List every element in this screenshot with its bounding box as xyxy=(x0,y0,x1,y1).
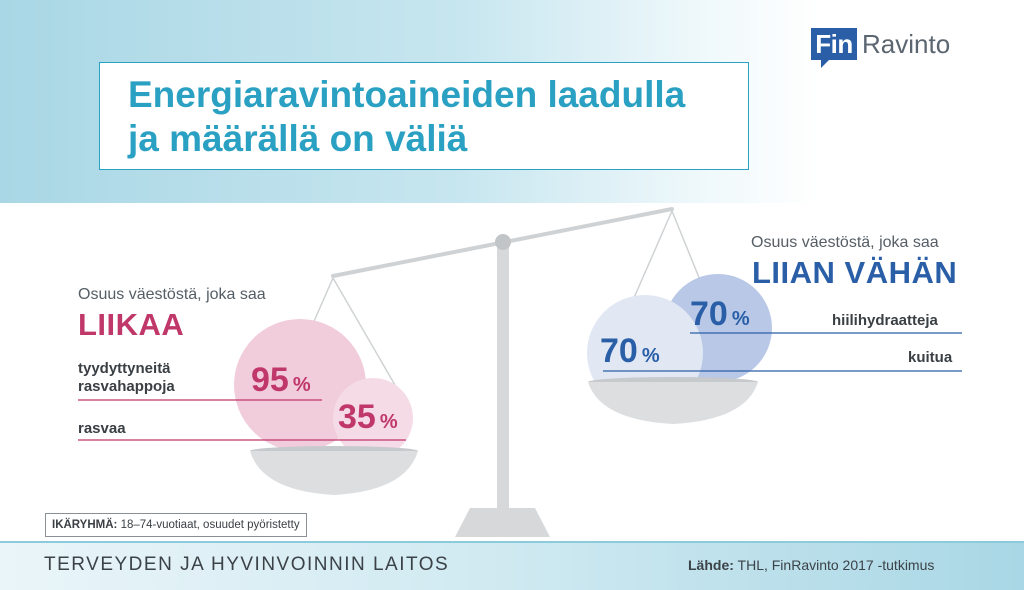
logo-fin-block: Fin xyxy=(811,28,857,60)
scale-pivot xyxy=(495,234,511,250)
right-item-2-number: 70 xyxy=(600,332,638,370)
title-line-1: Energiaravintoaineiden laadulla xyxy=(128,74,686,115)
right-string xyxy=(632,210,673,301)
left-item-1-number: 95 xyxy=(251,361,289,399)
left-item-1-value: 95% xyxy=(251,361,311,400)
right-item-1-unit: % xyxy=(731,308,750,330)
right-item-1-value: 70% xyxy=(690,295,750,334)
organization-name: TERVEYDEN JA HYVINVOINNIN LAITOS xyxy=(44,554,450,575)
right-string xyxy=(671,210,701,281)
logo-ravinto-text: Ravinto xyxy=(862,29,951,59)
right-item-1-number: 70 xyxy=(690,295,728,333)
left-circle-small xyxy=(333,378,413,458)
page-title: Energiaravintoaineiden laadulla ja määrä… xyxy=(128,73,685,161)
left-item-2-number: 35 xyxy=(338,398,376,436)
right-item-2-unit: % xyxy=(641,345,660,367)
logo-speech-tail xyxy=(821,58,831,68)
left-item-1-unit: % xyxy=(292,374,311,396)
scale-base xyxy=(455,508,550,537)
right-item-2-value: 70% xyxy=(600,332,660,371)
left-item-1-label-line1: tyydyttyneitä xyxy=(78,360,171,377)
source-note: Lähde: THL, FinRavinto 2017 -tutkimus xyxy=(688,557,934,573)
right-item-2-label: kuitua xyxy=(908,349,953,366)
scale-illustration xyxy=(78,207,962,537)
title-line-2: ja määrällä on väliä xyxy=(128,118,468,159)
left-string xyxy=(332,277,396,386)
right-pan xyxy=(588,382,758,424)
left-lead-text: Osuus väestöstä, joka saa xyxy=(78,286,266,303)
left-pan xyxy=(250,451,418,495)
footer: TERVEYDEN JA HYVINVOINNIN LAITOS Lähde: … xyxy=(0,541,1024,590)
source-label: Lähde: xyxy=(688,557,734,573)
left-item-2-unit: % xyxy=(379,411,398,433)
age-group-text: 18–74-vuotiaat, osuudet pyöristetty xyxy=(117,519,300,531)
right-heading: LIIAN VÄHÄN xyxy=(752,255,958,290)
right-lead-text: Osuus väestöstä, joka saa xyxy=(751,234,939,251)
left-item-2-label: rasvaa xyxy=(78,420,126,437)
title-box: Energiaravintoaineiden laadulla ja määrä… xyxy=(99,62,749,170)
scale-post xyxy=(497,243,509,510)
left-item-1-label-line2: rasvahappoja xyxy=(78,378,175,395)
left-item-2-value: 35% xyxy=(338,398,398,437)
right-item-1-label: hiilihydraatteja xyxy=(832,312,938,329)
left-item-1-label: tyydyttyneitä rasvahappoja xyxy=(78,360,175,396)
source-text: THL, FinRavinto 2017 -tutkimus xyxy=(733,557,935,573)
age-group-label: IKÄRYHMÄ: xyxy=(52,519,118,531)
left-heading: LIIKAA xyxy=(78,307,185,342)
age-group-note: IKÄRYHMÄ: 18–74-vuotiaat, osuudet pyöris… xyxy=(45,513,307,537)
